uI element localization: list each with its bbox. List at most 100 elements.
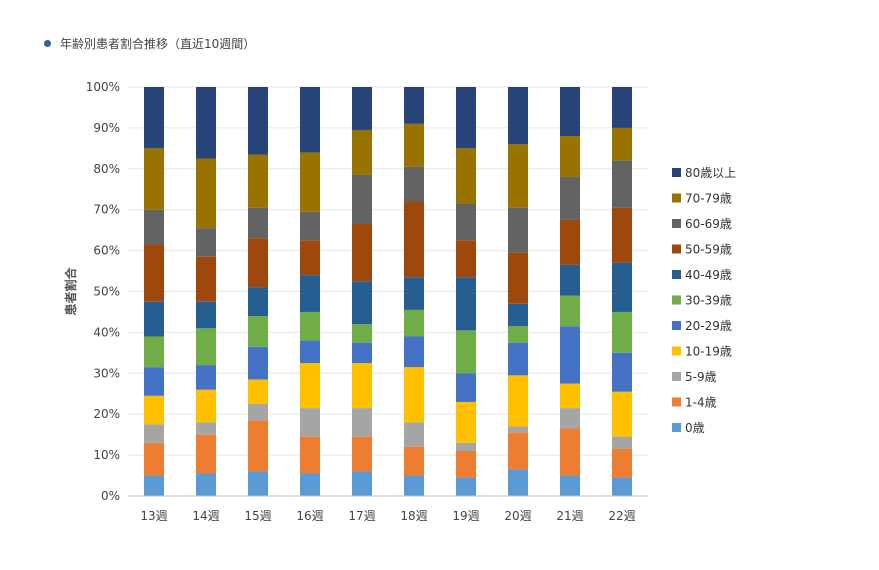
legend-swatch bbox=[672, 295, 681, 305]
y-axis-label: 患者割合 bbox=[63, 267, 78, 316]
bar-segment bbox=[404, 336, 424, 368]
bar-segment bbox=[144, 244, 164, 302]
bar-segment bbox=[560, 428, 580, 476]
y-tick-label: 100% bbox=[86, 80, 120, 94]
bar-segment bbox=[248, 379, 268, 404]
bar-segment bbox=[612, 436, 632, 449]
bar-segment bbox=[508, 432, 528, 470]
x-tick-label: 17週 bbox=[348, 509, 375, 523]
bar-segment bbox=[352, 342, 372, 364]
legend-swatch bbox=[672, 219, 681, 228]
bars bbox=[144, 87, 632, 496]
bar-segment bbox=[352, 324, 372, 343]
bar-segment bbox=[560, 264, 580, 296]
bar-segment bbox=[196, 158, 216, 229]
legend-label: 20-29歳 bbox=[685, 319, 732, 333]
bar-segment bbox=[352, 129, 372, 175]
bar-segment bbox=[456, 373, 476, 402]
bar-segment bbox=[144, 475, 164, 496]
y-tick-label: 90% bbox=[93, 121, 120, 135]
x-tick-label: 16週 bbox=[296, 509, 323, 523]
bar-segment bbox=[300, 436, 320, 474]
bar-segment bbox=[560, 219, 580, 265]
bar-segment bbox=[456, 240, 476, 278]
bar-segment bbox=[248, 87, 268, 155]
bar-segment bbox=[300, 363, 320, 409]
bar-segment bbox=[404, 166, 424, 202]
bar-segment bbox=[144, 395, 164, 425]
bar-segment bbox=[508, 252, 528, 304]
x-tick-label: 13週 bbox=[140, 509, 167, 523]
bar-segment bbox=[300, 473, 320, 496]
legend-label: 50-59歳 bbox=[685, 243, 732, 257]
bar-segment bbox=[352, 363, 372, 409]
legend-label: 70-79歳 bbox=[685, 192, 732, 206]
bar-segment bbox=[196, 434, 216, 474]
bar-segment bbox=[612, 391, 632, 437]
bar-segment bbox=[352, 471, 372, 496]
bar-segment bbox=[560, 475, 580, 496]
bar-segment bbox=[196, 228, 216, 257]
bar-segment bbox=[560, 87, 580, 137]
bar-segment bbox=[352, 87, 372, 130]
y-tick-label: 30% bbox=[93, 366, 120, 380]
bar-segment bbox=[560, 176, 580, 220]
bar-segment bbox=[404, 309, 424, 337]
legend: 80歳以上 70-79歳 60-69歳 50-59歳 40-49歳 30-39歳 20-29… bbox=[672, 166, 736, 435]
bar-segment bbox=[404, 201, 424, 278]
legend-label: 60-69歳 bbox=[685, 217, 732, 231]
bar-segment bbox=[248, 287, 268, 317]
x-tick-label: 14週 bbox=[192, 509, 219, 523]
bar-segment bbox=[612, 477, 632, 496]
bar-segment bbox=[144, 367, 164, 396]
bar-segment bbox=[248, 238, 268, 288]
bar-segment bbox=[196, 87, 216, 159]
bar-segment bbox=[248, 346, 268, 380]
bar-segment bbox=[508, 207, 528, 253]
legend-swatch bbox=[672, 372, 681, 381]
bar-segment bbox=[196, 365, 216, 390]
bar-segment bbox=[144, 87, 164, 149]
legend-swatch bbox=[672, 244, 681, 254]
bar-segment bbox=[404, 475, 424, 496]
bar-segment bbox=[508, 342, 528, 376]
bar-segment bbox=[612, 207, 632, 263]
bar-segment bbox=[612, 87, 632, 128]
bar-segment bbox=[144, 209, 164, 245]
bar-segment bbox=[456, 87, 476, 149]
bullet-icon bbox=[44, 40, 51, 47]
bar-segment bbox=[144, 301, 164, 337]
y-tick-label: 70% bbox=[93, 203, 120, 217]
bar-segment bbox=[456, 401, 476, 443]
bar-segment bbox=[612, 448, 632, 478]
bar-segment bbox=[144, 148, 164, 210]
bar-segment bbox=[352, 281, 372, 325]
bar-segment bbox=[404, 446, 424, 476]
bar-segment bbox=[248, 403, 268, 421]
bar-segment bbox=[560, 136, 580, 177]
x-tick-label: 22週 bbox=[608, 509, 635, 523]
bar-segment bbox=[456, 451, 476, 478]
bar-segment bbox=[404, 87, 424, 124]
bar-segment bbox=[300, 275, 320, 312]
x-tick-label: 15週 bbox=[244, 509, 271, 523]
legend-swatch bbox=[672, 193, 681, 203]
bar-segment bbox=[144, 336, 164, 368]
bar-segment bbox=[196, 328, 216, 366]
legend-label: 10-19歳 bbox=[685, 345, 732, 359]
bar-segment bbox=[248, 316, 268, 347]
bar-segment bbox=[352, 174, 372, 225]
y-tick-label: 40% bbox=[93, 325, 120, 339]
bar-segment bbox=[612, 311, 632, 353]
legend-swatch bbox=[672, 168, 681, 177]
bar-segment bbox=[196, 256, 216, 302]
y-tick-label: 60% bbox=[93, 244, 120, 258]
bar-segment bbox=[352, 224, 372, 282]
bar-segment bbox=[508, 469, 528, 496]
bar-segment bbox=[404, 422, 424, 447]
y-tick-label: 50% bbox=[93, 285, 120, 299]
legend-label: 40-49歳 bbox=[685, 268, 732, 282]
bar-segment bbox=[508, 326, 528, 343]
bar-segment bbox=[144, 424, 164, 443]
